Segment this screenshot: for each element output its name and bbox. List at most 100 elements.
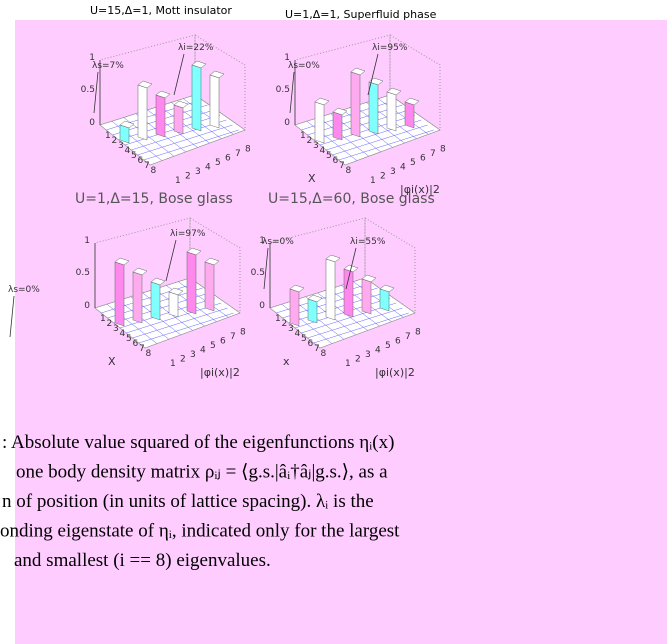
bar-front (186, 251, 197, 315)
z-tick-label: 1 (89, 53, 95, 63)
x-axis-label: X (308, 172, 316, 185)
y-tick-label: 5 (410, 158, 416, 168)
floor-grid (332, 124, 428, 156)
y-axis-label: |φi(x)|2 (200, 366, 240, 379)
bar-front (386, 91, 397, 132)
floor-grid (293, 300, 344, 340)
x-tick-label: 3 (118, 141, 124, 151)
floor-grid (319, 114, 416, 146)
floor-grid (138, 312, 234, 344)
x-tick-label: 7 (314, 344, 320, 354)
floor-grid (329, 289, 380, 327)
y-tick-label: 5 (210, 341, 216, 351)
y-tick-label: 4 (400, 163, 406, 173)
x-tick-label: 1 (275, 314, 281, 324)
x-tick-label: 6 (133, 339, 139, 349)
bar-front (325, 258, 336, 321)
bar-front (150, 281, 161, 321)
y-tick-label: 2 (380, 172, 386, 182)
x-tick-label: 1 (105, 131, 111, 141)
annotation-arrow (173, 53, 185, 96)
floor-grid (119, 297, 216, 329)
floor-grid (132, 307, 228, 339)
bar-front (132, 271, 143, 324)
floor-grid (353, 281, 404, 318)
z-tick-label: 0 (89, 118, 95, 128)
caption-line: one body density matrix ρᵢⱼ = ⟨g.s.|âᵢ†â… (16, 462, 388, 483)
x-tick-label: 2 (307, 136, 313, 146)
y-tick-label: 4 (200, 346, 206, 356)
floor-grid (354, 106, 405, 144)
bar-front (314, 101, 325, 144)
x-tick-label: 2 (107, 319, 113, 329)
floor-grid (313, 312, 409, 344)
x-tick-label: 6 (138, 156, 144, 166)
y-tick-label: 8 (240, 328, 246, 338)
x-axis-label: X (108, 355, 116, 368)
annotation: λs=7% (92, 61, 124, 71)
x-tick-label: 5 (131, 151, 137, 161)
x-tick-label: 2 (112, 136, 118, 146)
z-tick-label: 1 (284, 53, 290, 63)
z-tick-label: 1 (84, 236, 90, 246)
y-tick-label: 3 (190, 350, 196, 360)
x-tick-label: 4 (125, 146, 131, 156)
y-tick-label: 7 (430, 149, 436, 159)
floor-grid (118, 300, 169, 340)
y-tick-label: 7 (235, 149, 241, 159)
floor-grid (307, 307, 403, 339)
floor-grid (154, 289, 205, 327)
y-axis-label: |φi(x)|2 (400, 183, 440, 196)
x-tick-label: 3 (113, 324, 119, 334)
x-tick-label: 3 (313, 141, 319, 151)
back-wall (194, 34, 246, 131)
bar-front (343, 268, 354, 318)
annotation: λi=95% (372, 43, 408, 53)
y-tick-label: 6 (395, 337, 401, 347)
annotation-arrow (263, 247, 269, 290)
floor-grid (137, 124, 233, 156)
y-tick-label: 6 (420, 154, 426, 164)
x-tick-label: 7 (339, 161, 345, 171)
y-tick-label: 2 (355, 355, 361, 365)
z-tick-label: 0.5 (276, 85, 290, 95)
bar-front (114, 261, 125, 327)
y-tick-label: 8 (415, 328, 421, 338)
y-tick-label: 7 (405, 332, 411, 342)
x-tick-label: 8 (151, 166, 157, 176)
x-tick-label: 5 (301, 334, 307, 344)
x-tick-label: 4 (120, 329, 126, 339)
annotation-arrow (9, 295, 15, 338)
y-axis-label: |φi(x)|2 (375, 366, 415, 379)
x-tick-label: 2 (282, 319, 288, 329)
x-tick-label: 4 (295, 329, 301, 339)
y-tick-label: 3 (195, 167, 201, 177)
annotation-arrow (367, 53, 379, 96)
bar-front (209, 74, 220, 129)
y-tick-label: 3 (390, 167, 396, 177)
y-tick-label: 7 (230, 332, 236, 342)
x-tick-label: 6 (308, 339, 314, 349)
z-tick-label: 0 (284, 118, 290, 128)
x-tick-label: 8 (346, 166, 352, 176)
y-tick-label: 8 (440, 145, 446, 155)
back-wall (189, 217, 241, 314)
floor-grid (178, 281, 229, 318)
bar-front (361, 278, 372, 315)
annotation: λi=55% (350, 237, 386, 247)
floor-grid (124, 114, 221, 146)
y-tick-label: 8 (245, 145, 251, 155)
floor-grid (338, 129, 434, 161)
annotation-arrow (165, 239, 177, 282)
back-wall (389, 34, 441, 131)
panel-title: U=15,Δ=60, Bose glass (268, 191, 435, 207)
caption-line: : Absolute value squared of the eigenfun… (2, 432, 394, 453)
bar-front (379, 288, 390, 312)
y-tick-label: 3 (365, 350, 371, 360)
bar-front (204, 261, 215, 312)
